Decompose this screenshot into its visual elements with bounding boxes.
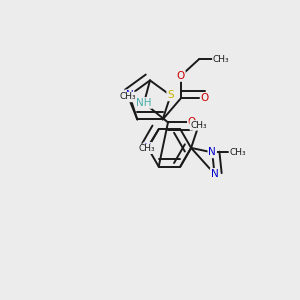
- Text: CH₃: CH₃: [230, 148, 246, 157]
- Text: CH₃: CH₃: [190, 121, 207, 130]
- Text: N: N: [208, 147, 216, 158]
- Text: O: O: [201, 94, 209, 103]
- Text: CH₃: CH₃: [120, 92, 136, 101]
- Text: CH₃: CH₃: [138, 144, 155, 153]
- Text: N: N: [126, 90, 133, 100]
- Text: CH₃: CH₃: [213, 55, 230, 64]
- Text: N: N: [211, 169, 218, 179]
- Text: O: O: [188, 117, 196, 128]
- Text: NH: NH: [136, 98, 152, 108]
- Text: O: O: [177, 71, 185, 81]
- Text: N: N: [144, 143, 152, 153]
- Text: S: S: [167, 90, 174, 100]
